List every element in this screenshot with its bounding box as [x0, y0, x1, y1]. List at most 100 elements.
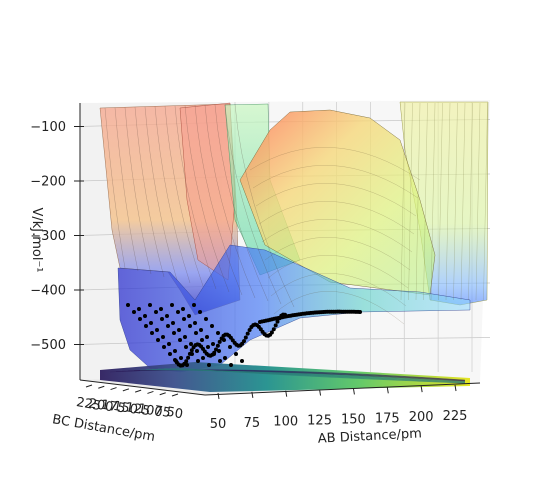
mesh-line [144, 106, 178, 281]
trajectory-point [242, 339, 246, 344]
trajectory-point [170, 303, 174, 307]
trajectory-point [149, 321, 153, 325]
mesh-line [475, 102, 481, 301]
trajectory [126, 303, 362, 368]
trajectory-point [137, 307, 141, 311]
x-tick-label: 100 [273, 415, 298, 430]
trajectory-point [188, 324, 192, 328]
mesh-line [249, 147, 421, 181]
x-tick-label: 150 [341, 412, 366, 427]
y-tick-label: 150 [112, 399, 139, 418]
mesh-line [224, 104, 282, 305]
y-tick-label: 50 [165, 405, 184, 423]
trajectory-point [187, 351, 192, 356]
x-tick-mark [319, 389, 322, 396]
y-tick-mark [159, 392, 166, 396]
mesh-line [154, 106, 191, 284]
mesh-line [415, 102, 421, 301]
trajectory-point [218, 359, 222, 363]
y-axis-line [79, 379, 206, 396]
mesh-line [273, 291, 405, 325]
x-tick-mark [217, 392, 220, 400]
trajectory-point [207, 363, 211, 367]
y-tick-mark [147, 390, 154, 394]
trajectory-point [165, 314, 169, 318]
trajectory-point [187, 314, 191, 318]
trajectory-point [204, 317, 208, 321]
trajectory-point [206, 345, 210, 349]
x-axis-ticks: 50 75 100 125 150 175 200 225 [210, 384, 467, 432]
x-tick-label: 50 [210, 417, 227, 432]
x-tick-label: 125 [307, 414, 332, 429]
trajectory-point [126, 303, 130, 307]
mesh-line [423, 102, 428, 301]
z-axis-ticks: −100 −200 −300 −400 −500 [30, 120, 84, 353]
y-tick-mark [122, 388, 130, 392]
mesh-line [104, 107, 126, 269]
mesh-line [460, 102, 466, 301]
trajectory-point [156, 338, 160, 342]
mesh-line [261, 219, 413, 253]
trajectory-point [173, 349, 177, 353]
x-tick-mark [251, 391, 254, 398]
x-tick-label: 175 [375, 411, 400, 426]
x-tick-label: 200 [409, 410, 434, 425]
trajectory-point [168, 352, 172, 356]
y-tick-mark [85, 384, 93, 388]
trajectory-point [177, 328, 181, 332]
y-tick-mark [110, 387, 117, 391]
trajectory-point [247, 328, 252, 332]
trajectory-point [138, 317, 142, 321]
x-tick-label: 75 [244, 416, 261, 431]
trajectory-point [184, 345, 188, 349]
trajectory-point [159, 307, 163, 311]
trajectory-point [178, 338, 182, 342]
trajectory-point [201, 356, 205, 360]
trajectory-point [200, 338, 204, 342]
z-tick-label: −300 [30, 229, 66, 244]
trajectory-point [167, 342, 171, 346]
trajectory-point [245, 331, 250, 336]
trajectory-point [217, 339, 222, 344]
mesh-line [483, 102, 488, 301]
trajectory-point [275, 319, 280, 324]
trajectory-point [199, 328, 203, 332]
z-tick-label: −400 [30, 284, 66, 299]
trajectory-point [196, 359, 200, 363]
potential-surface [99, 101, 489, 373]
trajectory-point [217, 349, 221, 353]
y-tick-mark [134, 389, 142, 393]
mesh-line [264, 237, 411, 271]
trajectory-point [143, 314, 147, 318]
trajectory-point [273, 323, 278, 328]
x-axis-label: AB Distance/pm [317, 426, 422, 446]
trajectory-point [176, 310, 180, 314]
trajectory-point [172, 331, 176, 335]
trajectory-point [214, 347, 218, 352]
trajectory-point [179, 356, 183, 360]
surface-wireframe [104, 102, 488, 325]
mesh-line [174, 105, 217, 290]
y-tick-label: 225 [75, 395, 102, 414]
floor-contour [100, 362, 470, 392]
z-tick-label: −100 [30, 120, 66, 135]
trajectory-point [240, 359, 244, 363]
trajectory-point [183, 335, 187, 339]
trajectory-point [210, 324, 214, 328]
y-tick-label: 75 [153, 403, 172, 421]
x-tick-mark [352, 388, 355, 395]
trajectory-point [216, 331, 220, 335]
mesh-line [408, 102, 413, 301]
trajectory-point [150, 331, 154, 335]
y-tick-label: 125 [124, 400, 151, 419]
mesh-line [468, 102, 473, 301]
mesh-line [184, 105, 230, 293]
trajectory-point [181, 307, 185, 311]
x-tick-mark [420, 386, 423, 393]
trajectory-point [234, 352, 238, 356]
contour-line [175, 367, 466, 384]
x-tick-mark [285, 390, 288, 397]
